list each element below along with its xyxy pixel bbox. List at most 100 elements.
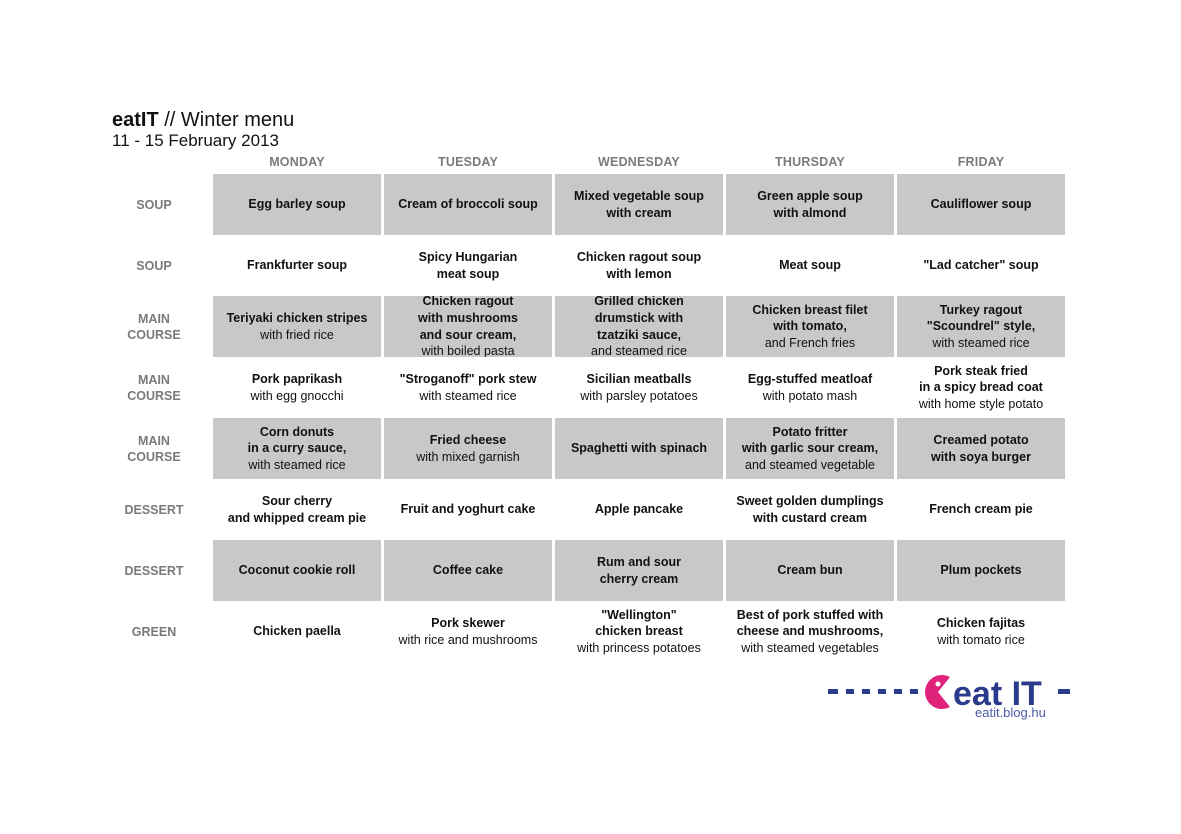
dish-name: Creamed potato with soya burger [930, 432, 1032, 464]
menu-cell-thursday: Potato fritter with garlic sour cream, an… [726, 418, 894, 479]
day-header-friday: FRIDAY [957, 155, 1005, 169]
dish-name: Corn donuts in a curry sauce, [247, 424, 347, 456]
side-dish: with steamed vegetables [741, 640, 879, 655]
side-dish: and steamed vegetable [745, 457, 875, 472]
dish-name: Turkey ragout "Scoundrel" style, [926, 302, 1036, 334]
menu-cell-friday: Chicken fajitas with tomato rice [897, 601, 1065, 662]
side-dish: with tomato rice [937, 632, 1025, 647]
logo-url: eatit.blog.hu [975, 705, 1046, 720]
menu-cell-thursday: Meat soup [726, 235, 894, 296]
menu-cell-tuesday: Chicken ragout with mushrooms and sour c… [384, 296, 552, 357]
corner-spacer [98, 150, 210, 174]
dish-name: Coffee cake [432, 563, 504, 578]
eatit-logo: eat IT [828, 675, 1070, 713]
dish-name: Spicy Hungarian meat soup [418, 249, 518, 281]
side-dish: with parsley potatoes [580, 388, 698, 403]
dish-name: Chicken ragout soup with lemon [576, 249, 702, 281]
menu-cell-wednesday: Spaghetti with spinach [555, 418, 723, 479]
dish-name: Potato fritter with garlic sour cream, [741, 424, 879, 456]
menu-cell-thursday: Sweet golden dumplings with custard crea… [726, 479, 894, 540]
menu-cell-tuesday: Cream of broccoli soup [384, 174, 552, 235]
brand-name: eatIT [112, 109, 159, 131]
side-dish: with home style potato [918, 396, 1044, 411]
menu-cell-thursday: Cream bun [726, 540, 894, 601]
dish-name: Fried cheese [429, 432, 507, 447]
dish-name: Egg barley soup [248, 197, 346, 212]
row-label: DESSERT [124, 502, 184, 517]
menu-cell-wednesday: Rum and sour cherry cream [555, 540, 723, 601]
menu-cell-wednesday: Sicilian meatballs with parsley potatoes [555, 357, 723, 418]
dish-name: Chicken breast filet with tomato, [752, 302, 868, 334]
menu-cell-wednesday: Mixed vegetable soup with cream [555, 174, 723, 235]
menu-cell-monday: Frankfurter soup [213, 235, 381, 296]
dish-name: Mixed vegetable soup with cream [574, 188, 704, 220]
menu-cell-wednesday: Chicken ragout soup with lemon [555, 235, 723, 296]
menu-cell-friday: Creamed potato with soya burger [897, 418, 1065, 479]
side-dish: with mixed garnish [416, 449, 520, 464]
row-label: SOUP [136, 258, 172, 273]
dash-line-icon [828, 689, 1070, 694]
day-header-wednesday: WEDNESDAY [598, 155, 680, 169]
menu-cell-friday: Plum pockets [897, 540, 1065, 601]
menu-cell-monday: Coconut cookie roll [213, 540, 381, 601]
menu-cell-monday: Chicken paella [213, 601, 381, 662]
menu-cell-friday: Pork steak fried in a spicy bread coat wi… [897, 357, 1065, 418]
dish-name: Cream of broccoli soup [398, 197, 538, 212]
page-title: eatIT // Winter menu [112, 109, 294, 131]
menu-cell-tuesday: "Stroganoff" pork stew with steamed rice [384, 357, 552, 418]
pacman-icon [925, 675, 950, 709]
menu-cell-thursday: Chicken breast filet with tomato, and Fre… [726, 296, 894, 357]
dish-name: "Stroganoff" pork stew [399, 371, 537, 386]
side-dish: with potato mash [762, 388, 858, 403]
row-label: MAIN COURSE [127, 372, 181, 403]
menu-cell-friday: Turkey ragout "Scoundrel" style, with ste… [897, 296, 1065, 357]
menu-cell-monday: Teriyaki chicken stripes with fried rice [213, 296, 381, 357]
dish-name: Coconut cookie roll [238, 563, 356, 578]
row-label: MAIN COURSE [127, 311, 181, 342]
dish-name: "Wellington" chicken breast [595, 607, 683, 639]
day-header-tuesday: TUESDAY [438, 155, 498, 169]
dish-name: Sicilian meatballs [586, 371, 692, 386]
dish-name: Best of pork stuffed with cheese and mus… [736, 607, 884, 639]
menu-table: MONDAY TUESDAY WEDNESDAY THURSDAY FRIDAY… [98, 150, 1065, 662]
row-label: SOUP [136, 197, 172, 212]
side-dish: with rice and mushrooms [398, 632, 538, 647]
dish-name: French cream pie [929, 502, 1033, 517]
menu-cell-tuesday: Fruit and yoghurt cake [384, 479, 552, 540]
side-dish: with steamed rice [419, 388, 517, 403]
title-text: // Winter menu [158, 109, 295, 131]
dish-name: Grilled chicken drumstick with tzatziki … [594, 296, 684, 342]
dish-name: Green apple soup with almond [757, 188, 863, 220]
side-dish: with princess potatoes [577, 640, 701, 655]
menu-dates: 11 - 15 February 2013 [112, 131, 279, 150]
dish-name: Cream bun [777, 563, 843, 578]
menu-cell-thursday: Green apple soup with almond [726, 174, 894, 235]
menu-cell-wednesday: "Wellington" chicken breast with princess… [555, 601, 723, 662]
menu-cell-monday: Egg barley soup [213, 174, 381, 235]
dish-name: Meat soup [779, 258, 841, 273]
dish-name: Egg-stuffed meatloaf [747, 371, 873, 386]
menu-cell-monday: Sour cherry and whipped cream pie [213, 479, 381, 540]
row-label: DESSERT [124, 563, 184, 578]
dish-name: Teriyaki chicken stripes [226, 310, 368, 325]
dish-name: Pork paprikash [251, 371, 343, 386]
dish-name: Apple pancake [594, 502, 684, 517]
dish-name: Pork skewer [431, 615, 505, 630]
menu-cell-friday: Cauliflower soup [897, 174, 1065, 235]
side-dish: with boiled pasta [421, 344, 515, 357]
dish-name: Spaghetti with spinach [570, 441, 708, 456]
menu-cell-tuesday: Coffee cake [384, 540, 552, 601]
side-dish: with egg gnocchi [250, 388, 344, 403]
menu-cell-thursday: Best of pork stuffed with cheese and mus… [726, 601, 894, 662]
dish-name: Rum and sour cherry cream [596, 554, 682, 586]
menu-cell-friday: "Lad catcher" soup [897, 235, 1065, 296]
side-dish: with steamed rice [932, 335, 1030, 350]
row-label: GREEN [131, 624, 177, 639]
day-header-thursday: THURSDAY [775, 155, 845, 169]
side-dish: with steamed rice [248, 457, 346, 472]
side-dish: and French fries [764, 335, 856, 350]
dish-name: Sour cherry and whipped cream pie [227, 493, 367, 525]
side-dish: and steamed rice [591, 344, 687, 357]
menu-cell-tuesday: Pork skewer with rice and mushrooms [384, 601, 552, 662]
dish-name: Chicken ragout with mushrooms and sour c… [417, 296, 518, 342]
